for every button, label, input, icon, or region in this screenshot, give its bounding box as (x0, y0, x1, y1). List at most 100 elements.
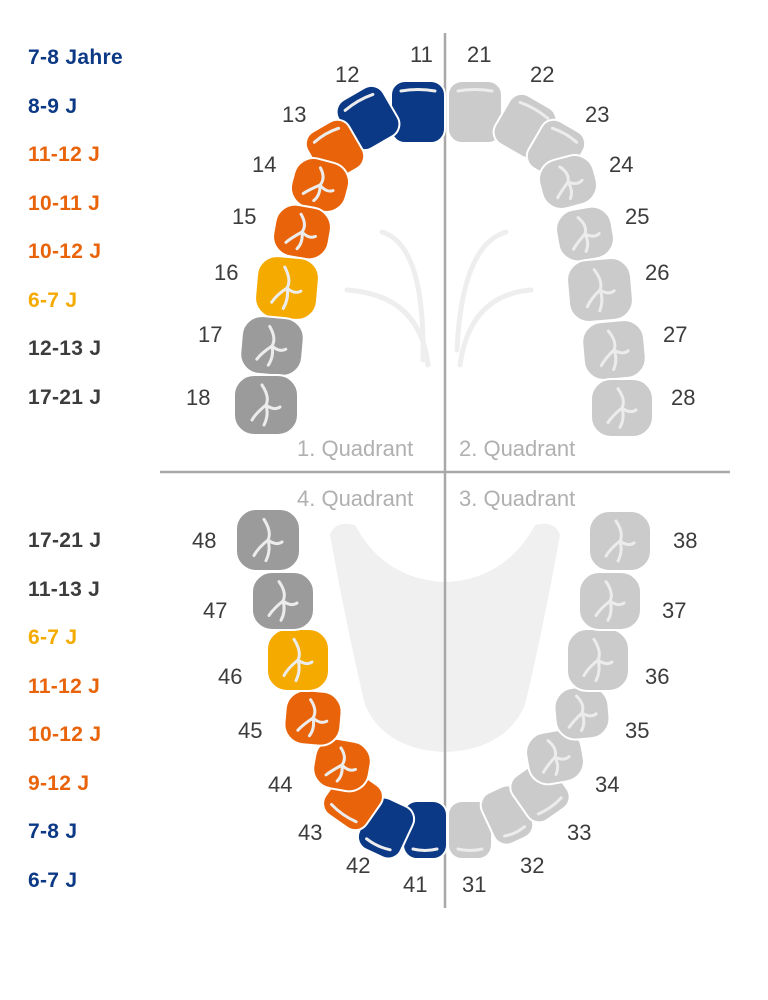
tooth-fissure (541, 739, 571, 776)
tooth-number-label: 37 (662, 598, 686, 623)
tooth-34 (525, 728, 585, 786)
tooth-fissure (536, 796, 563, 816)
tooth-number-label: 48 (192, 528, 216, 553)
tooth-18 (233, 374, 299, 436)
tooth-number-label: 42 (346, 853, 370, 878)
eruption-age-label: 12-13 J (28, 337, 102, 360)
tooth-fissure (585, 268, 616, 313)
tooth-number-label: 18 (186, 385, 210, 410)
tooth-fissure (270, 265, 303, 310)
eruption-age-label: 11-12 J (28, 143, 101, 166)
tooth-fissure (365, 837, 392, 852)
tooth-38 (588, 510, 652, 572)
tooth-number-label: 32 (520, 853, 544, 878)
tooth-number-label: 28 (671, 385, 695, 410)
tooth-fissure (255, 324, 288, 367)
tooth-number-label: 45 (238, 718, 262, 743)
tooth-number-label: 13 (282, 102, 306, 127)
tooth-fissure (296, 698, 329, 738)
tooth-number-label: 16 (214, 260, 238, 285)
tooth-number-label: 27 (663, 322, 687, 347)
tooth-45 (283, 689, 343, 747)
tooth-number-label: 17 (198, 322, 222, 347)
tooth-number-label: 34 (595, 772, 619, 797)
eruption-age-label: 8-9 J (28, 94, 78, 118)
tooth-37 (578, 571, 642, 631)
tooth-14 (289, 157, 351, 213)
quadrant-2-label: 2. Quadrant (459, 436, 575, 461)
tooth-number-label: 11 (410, 42, 433, 67)
tooth-fissure (606, 387, 638, 429)
eruption-age-label: 10-12 J (28, 240, 102, 263)
tooth-27 (581, 319, 647, 381)
tooth-fissure (567, 694, 598, 732)
tooth-17 (239, 315, 305, 377)
quadrant-4-label: 4. Quadrant (297, 486, 413, 511)
tooth-48 (235, 508, 301, 572)
tooth-fissure (312, 126, 341, 144)
quadrant-3-label: 3. Quadrant (459, 486, 575, 511)
tooth-fissure (250, 383, 282, 427)
tooth-number-label: 24 (609, 152, 633, 177)
tooth-number-label: 36 (645, 664, 669, 689)
tooth-21 (447, 80, 503, 144)
tooth-44 (312, 737, 372, 793)
tooth-number-label: 14 (252, 152, 276, 177)
tooth-fissure (343, 92, 375, 112)
tooth-fissure (252, 517, 284, 563)
tooth-number-label: 12 (335, 62, 359, 87)
tooth-number-label: 41 (403, 872, 427, 897)
tooth-number-label: 35 (625, 718, 649, 743)
tooth-fissure (594, 580, 626, 622)
tooth-fissure (571, 216, 601, 253)
eruption-age-label: 9-12 J (28, 771, 90, 795)
tooth-fissure (456, 847, 484, 852)
tooth-fissure (518, 100, 550, 120)
tooth-fissure (503, 825, 527, 838)
tooth-fissure (456, 88, 494, 93)
tooth-35 (553, 685, 611, 741)
tooth-24 (537, 154, 599, 210)
tooth-fissure (301, 166, 335, 203)
tooth-25 (555, 205, 615, 263)
tooth-number-label: 43 (298, 820, 322, 845)
tooth-number-label: 25 (625, 204, 649, 229)
tooth-46 (266, 628, 330, 692)
tooth-number-label: 15 (232, 204, 256, 229)
tooth-fissure (399, 88, 437, 93)
tooth-fissure (324, 746, 357, 783)
tooth-fissure (582, 637, 614, 683)
eruption-age-label: 10-11 J (28, 191, 101, 215)
tooth-26 (566, 256, 634, 324)
tooth-number-label: 23 (585, 102, 609, 127)
tooth-47 (251, 571, 315, 631)
tooth-number-label: 33 (567, 820, 591, 845)
tooth-number-label: 21 (467, 42, 491, 67)
tooth-fissure (604, 519, 636, 563)
tooth-36 (566, 628, 630, 692)
eruption-age-label: 11-13 J (28, 577, 101, 601)
eruption-age-label: 7-8 Jahre (28, 46, 123, 69)
tooth-fissure (550, 126, 579, 144)
eruption-age-label: 10-12 J (28, 723, 102, 746)
tooth-15 (272, 203, 332, 261)
tooth-fissure (284, 212, 317, 251)
eruption-age-label: 7-8 J (28, 820, 78, 843)
quadrant-1-label: 1. Quadrant (297, 436, 413, 461)
tooth-number-label: 46 (218, 664, 242, 689)
tooth-fissure (411, 847, 439, 852)
eruption-age-label: 17-21 J (28, 529, 102, 552)
eruption-age-label: 6-7 J (28, 868, 78, 892)
eruption-age-label: 17-21 J (28, 385, 102, 409)
palate-lines (344, 229, 534, 368)
tooth-fissure (282, 637, 314, 683)
eruption-age-label: 6-7 J (28, 626, 78, 649)
tooth-number-label: 26 (645, 260, 669, 285)
tooth-number-label: 22 (530, 62, 554, 87)
tooth-number-label: 31 (462, 872, 486, 897)
tooth-16 (254, 255, 320, 321)
tooth-number-label: 44 (268, 772, 292, 797)
tooth-number-label: 38 (673, 528, 697, 553)
